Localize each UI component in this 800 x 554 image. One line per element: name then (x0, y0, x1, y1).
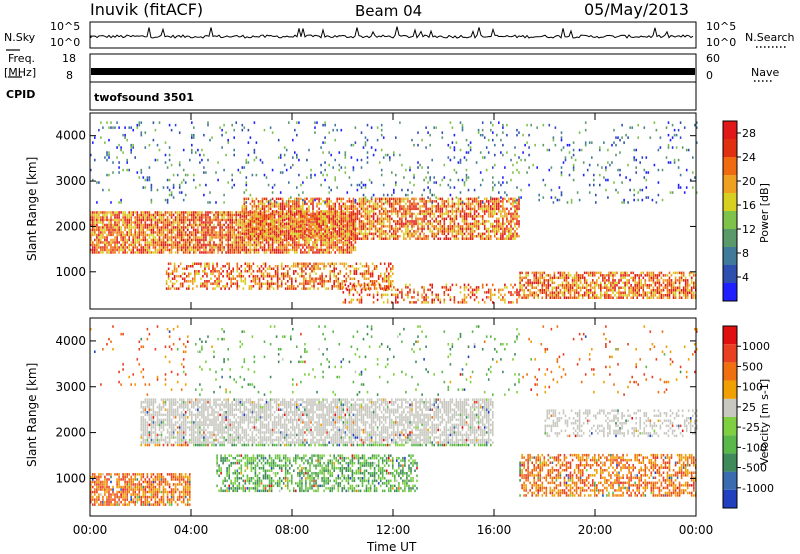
colorbar-velocity-swatch-2 (723, 453, 737, 472)
nave-label: Nave (751, 66, 780, 79)
colorbar-velocity-label-4: -25 (742, 421, 760, 434)
nsky-tick-top: 10^5 (50, 20, 81, 33)
colorbar-velocity-swatch-8 (723, 344, 737, 363)
colorbar-power-title: Power [dB] (758, 183, 771, 243)
colorbar-power-label-2: 12 (742, 223, 756, 236)
colorbar-power-label-1: 8 (742, 247, 749, 260)
colorbar-velocity-swatch-9 (723, 326, 737, 345)
colorbar-power-label-5: 24 (742, 151, 756, 164)
echo-field-velocity (90, 325, 698, 506)
y-axis-label-power: Slant Range [km] (25, 157, 39, 261)
freq-unit: [MHz] (4, 66, 37, 79)
colorbar-velocity-swatch-3 (723, 435, 737, 454)
echo-field-power (90, 121, 698, 304)
colorbar-power-swatch-5 (723, 193, 737, 211)
cpid-strip-frame (89, 81, 697, 111)
beam-title: Beam 04 (355, 2, 423, 20)
colorbar-power-swatch-0 (723, 283, 737, 301)
freq-tick-top: 18 (62, 52, 76, 65)
colorbar-power-swatch-4 (723, 211, 737, 229)
nave-tick-top: 60 (706, 52, 720, 65)
freq-band (91, 68, 695, 75)
colorbar-power-swatch-2 (723, 247, 737, 265)
colorbar-velocity-swatch-5 (723, 398, 737, 417)
colorbar-velocity-label-2: 100 (742, 381, 763, 394)
x-tick-label-6: 00:00 (679, 523, 714, 537)
colorbar-velocity-label-1: 500 (742, 360, 763, 373)
freq-tick-bottom: 8 (66, 69, 73, 82)
cpid-value: twofsound 3501 (94, 91, 194, 104)
y-tick-label-power-0: 1000 (55, 265, 86, 279)
nsky-tick-bottom: 10^0 (50, 36, 81, 49)
nave-tick-bottom: 0 (706, 69, 713, 82)
y-tick-label-velocity-1: 2000 (55, 426, 86, 440)
x-tick-label-0: 00:00 (73, 523, 108, 537)
x-tick-label-3: 12:00 (376, 523, 411, 537)
y-tick-label-power-1: 2000 (55, 219, 86, 233)
colorbar-velocity-title: Velocity [m s-1] (758, 379, 771, 465)
nsky-label: N.Sky (4, 31, 36, 44)
colorbar-power-swatch-8 (723, 139, 737, 157)
y-tick-label-velocity-2: 3000 (55, 380, 86, 394)
colorbar-velocity-swatch-4 (723, 417, 737, 436)
nsearch-label: N.Search (745, 31, 795, 44)
y-tick-label-power-2: 3000 (55, 174, 86, 188)
nsearch-tick-bottom: 10^0 (706, 36, 737, 49)
date-title: 05/May/2013 (584, 0, 689, 19)
station-title: Inuvik (fitACF) (90, 0, 204, 19)
colorbar-power-label-4: 20 (742, 175, 756, 188)
colorbar-power-swatch-3 (723, 229, 737, 247)
x-tick-label-5: 20:00 (578, 523, 613, 537)
colorbar-velocity-label-7: -1000 (742, 482, 774, 495)
freq-label: Freq. (8, 52, 36, 65)
y-axis-label-velocity: Slant Range [km] (25, 363, 39, 467)
colorbar-velocity-label-6: -500 (742, 462, 767, 475)
colorbar-power-frame (722, 120, 738, 302)
colorbar-power-swatch-6 (723, 175, 737, 193)
colorbar-velocity-label-3: 25 (742, 401, 756, 414)
colorbar-power-swatch-9 (723, 121, 737, 139)
cpid-label: CPID (6, 88, 36, 101)
colorbar-velocity-swatch-6 (723, 380, 737, 399)
y-tick-label-power-3: 4000 (55, 129, 86, 143)
colorbar-power-swatch-1 (723, 265, 737, 283)
x-tick-label-2: 08:00 (275, 523, 310, 537)
x-tick-label-1: 04:00 (174, 523, 209, 537)
nsky-trace (90, 26, 694, 39)
x-tick-label-4: 16:00 (477, 523, 512, 537)
colorbar-velocity-swatch-7 (723, 362, 737, 381)
colorbar-power-swatch-7 (723, 157, 737, 175)
y-tick-label-velocity-3: 4000 (55, 334, 86, 348)
colorbar-velocity-swatch-1 (723, 471, 737, 490)
colorbar-velocity-label-0: 1000 (742, 340, 770, 353)
colorbar-velocity-label-5: -100 (742, 441, 767, 454)
colorbar-power-label-0: 4 (742, 271, 749, 284)
colorbar-velocity-frame (722, 325, 738, 509)
y-tick-label-velocity-0: 1000 (55, 471, 86, 485)
colorbar-power-label-6: 28 (742, 127, 756, 140)
colorbar-power-label-3: 16 (742, 199, 756, 212)
nsky-strip-frame (89, 21, 697, 49)
colorbar-velocity-swatch-0 (723, 489, 737, 508)
x-axis-title: Time UT (367, 540, 417, 554)
nsearch-tick-top: 10^5 (706, 20, 737, 33)
